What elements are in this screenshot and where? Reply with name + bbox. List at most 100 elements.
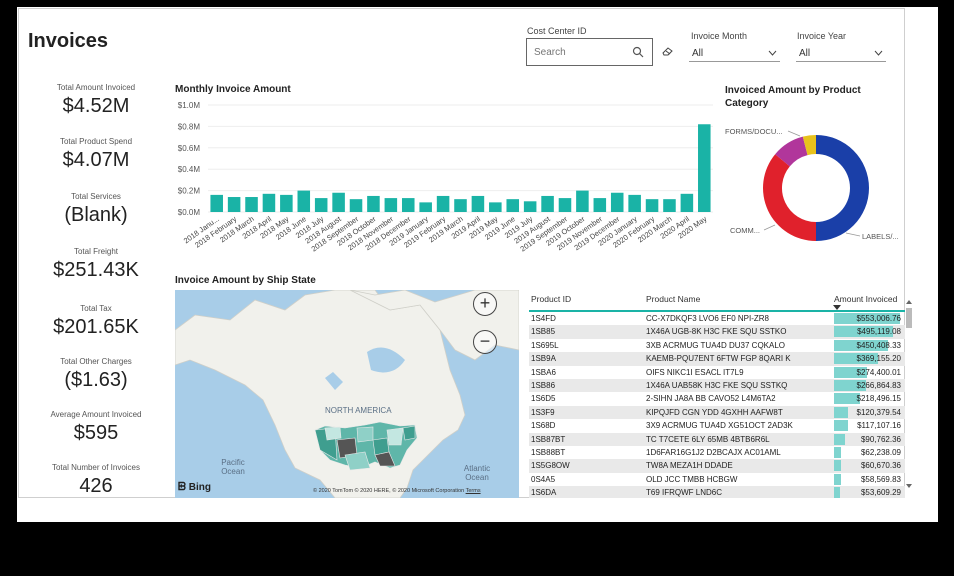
- table-scrollbar[interactable]: [905, 300, 913, 490]
- copyright-text: © 2020 TomTom © 2020 HERE, © 2020 Micros…: [313, 488, 465, 494]
- donut-slice[interactable]: [816, 135, 869, 241]
- invoice-year-dropdown[interactable]: All: [796, 44, 886, 62]
- amount-cell: $495,119.08: [857, 327, 901, 337]
- invoice-year-label: Invoice Year: [797, 31, 847, 41]
- leader-line: [787, 130, 801, 137]
- table-row[interactable]: 1SB85 1X46A UGB-8K H3C FKE SQU SSTKO $495,…: [529, 325, 905, 339]
- cost-center-label: Cost Center ID: [527, 26, 587, 36]
- zoom-out-button[interactable]: −: [473, 330, 497, 354]
- bar[interactable]: [489, 202, 502, 212]
- bar-chart-title: Monthly Invoice Amount: [175, 84, 291, 95]
- amount-data-bar: [834, 353, 879, 365]
- amount-cell: $60,670.36: [860, 461, 901, 471]
- amount-data-bar: [834, 420, 848, 432]
- bar[interactable]: [506, 199, 520, 212]
- table-row[interactable]: 1SB86 1X46A UAB58K H3C FKE SQU SSTKQ $266,…: [529, 379, 905, 393]
- table-row[interactable]: 1SB9A KAEMB-PQU7ENT 6FTW FGP 8QARI K $369,…: [529, 352, 905, 366]
- table-row[interactable]: 1S6DA T69 IFRQWF LND6C $53,609.29: [529, 486, 905, 498]
- bar[interactable]: [558, 198, 572, 212]
- product-name-cell: 1X46A UAB58K H3C FKE SQU SSTKQ: [646, 381, 788, 390]
- bar[interactable]: [541, 195, 554, 212]
- table-row[interactable]: 1SBA6 OIFS NIKC1I ESACL IT7L9 $274,400.01: [529, 366, 905, 379]
- scrollbar[interactable]: [905, 300, 913, 490]
- invoice-month-dropdown[interactable]: All: [689, 44, 780, 62]
- amount-data-bar: [834, 313, 900, 324]
- amount-cell: $53,609.29: [860, 488, 901, 498]
- table-row[interactable]: 1S3F9 KIPQJFD CGN YDD 4GXHH AAFW8T $120,37…: [529, 405, 905, 420]
- bing-b-icon: ᗸ: [178, 481, 186, 493]
- product-table: Product ID Product Name Amount Invoiced …: [529, 290, 905, 498]
- y-tick-label: $0.8M: [178, 122, 201, 131]
- amount-data-bar: [834, 473, 841, 485]
- bar[interactable]: [280, 194, 293, 212]
- kpi-total-other-charges: Total Other Charges ($1.63): [36, 357, 156, 392]
- bar[interactable]: [401, 198, 415, 212]
- product-id-cell: 1SB9A: [531, 354, 556, 364]
- donut-label: LABELS/...: [862, 232, 899, 241]
- bar[interactable]: [645, 199, 659, 212]
- table-row[interactable]: 1SB88BT 1D6FAR16G1J2 D2BCAJX AC01AML $62,2…: [529, 446, 905, 459]
- bar[interactable]: [454, 199, 467, 212]
- bar[interactable]: [523, 201, 537, 212]
- zoom-in-button[interactable]: +: [473, 292, 497, 316]
- product-name-cell: TC T7CETE 6LY 65MB 4BTB6R6L: [646, 434, 770, 444]
- ship-state-map[interactable]: + − NORTH AMERICA Pacific Ocean Atlantic…: [175, 290, 519, 498]
- product-id-cell: 1SB88BT: [531, 448, 566, 457]
- table-row[interactable]: 1S68D 3X9 ACRMUG TUA4D XG51OCT 2AD3K $117,…: [529, 419, 905, 432]
- bar[interactable]: [314, 198, 328, 212]
- terms-link[interactable]: Terms: [465, 488, 481, 494]
- table-row[interactable]: 1S5G8OW TW8A MEZA1H DDADE $60,670.36: [529, 459, 905, 473]
- amount-cell: $553,006.76: [856, 314, 902, 323]
- bar[interactable]: [576, 190, 589, 212]
- bar[interactable]: [227, 197, 241, 212]
- sort-desc-icon[interactable]: [833, 305, 841, 310]
- table-row[interactable]: 1S695L 3XB ACRMUG TUA4D DU37 CQKALO $450,4…: [529, 339, 905, 352]
- invoice-month-value: All: [692, 48, 704, 59]
- search-input[interactable]: [527, 39, 627, 65]
- bar[interactable]: [210, 194, 223, 212]
- search-icon[interactable]: [632, 46, 644, 58]
- bar[interactable]: [297, 190, 311, 212]
- amount-data-bar: [834, 447, 842, 458]
- product-id-cell: 1SB85: [531, 327, 556, 337]
- bar[interactable]: [349, 199, 363, 212]
- bar[interactable]: [698, 124, 711, 212]
- product-id-cell: 1S68D: [531, 421, 556, 431]
- amount-cell: $90,762.36: [860, 434, 901, 444]
- table-row[interactable]: 0S4A5 OLD JCC TMBB HCBGW $58,569.83: [529, 473, 905, 486]
- table-row[interactable]: 1SB87BT TC T7CETE 6LY 65MB 4BTB6R6L $90,76…: [529, 432, 905, 446]
- eraser-icon[interactable]: [662, 46, 674, 56]
- table-row[interactable]: 1S4FD CC-X7DKQF3 LVO6 EF0 NPI-ZR8 $553,006…: [529, 312, 905, 325]
- bar[interactable]: [628, 194, 641, 212]
- table-row[interactable]: 1S6D5 2-SIHN JA8A BB CAVO52 L4M6TA2 $218,4…: [529, 392, 905, 405]
- scroll-thumb[interactable]: [906, 308, 912, 328]
- donut-slice[interactable]: [763, 154, 816, 241]
- cost-center-search[interactable]: [526, 38, 653, 66]
- bar[interactable]: [680, 193, 694, 212]
- col-header-amount-invoiced[interactable]: Amount Invoiced: [834, 294, 898, 304]
- scroll-up-arrow[interactable]: [906, 300, 912, 304]
- product-name-cell: KAEMB-PQU7ENT 6FTW FGP 8QARI K: [646, 354, 791, 364]
- bar[interactable]: [262, 193, 276, 212]
- product-id-cell: 1SB87BT: [531, 434, 566, 444]
- bar[interactable]: [419, 202, 432, 212]
- bar[interactable]: [332, 192, 345, 212]
- donut-slice[interactable]: [775, 136, 808, 167]
- bar[interactable]: [367, 195, 380, 212]
- col-header-product-id[interactable]: Product ID: [531, 294, 572, 304]
- bar[interactable]: [384, 198, 398, 212]
- kpi-label: Total Number of Invoices: [51, 463, 141, 472]
- amount-cell: $120,379.54: [856, 407, 902, 417]
- bar[interactable]: [436, 195, 450, 212]
- bar[interactable]: [593, 198, 607, 212]
- bing-label: Bing: [188, 482, 211, 493]
- scroll-down-arrow[interactable]: [906, 484, 912, 488]
- bar[interactable]: [610, 192, 624, 212]
- donut-slice[interactable]: [802, 135, 816, 156]
- product-name-cell: OLD JCC TMBB HCBGW: [646, 474, 738, 484]
- bar[interactable]: [471, 195, 485, 212]
- col-header-product-name[interactable]: Product Name: [646, 294, 701, 304]
- bar[interactable]: [245, 197, 258, 212]
- bar[interactable]: [663, 199, 676, 212]
